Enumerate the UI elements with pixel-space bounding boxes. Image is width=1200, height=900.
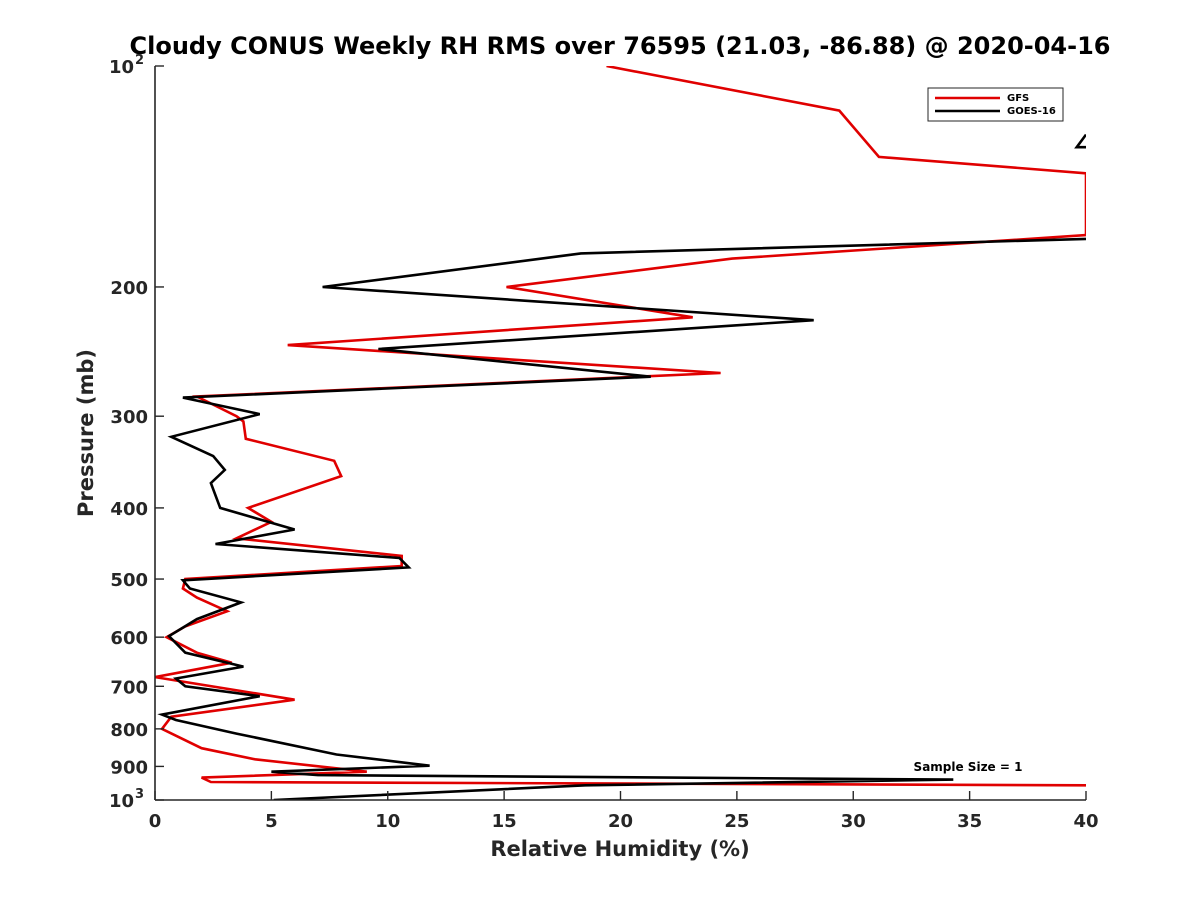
sample-size-annotation: Sample Size = 1	[914, 760, 1023, 774]
series-layer	[155, 66, 1086, 800]
y-tick-label: 500	[110, 570, 148, 591]
legend-label-goes16: GOES-16	[1007, 106, 1056, 117]
x-tick-label: 10	[375, 811, 400, 832]
series-line-goes-16-fragment	[1074, 133, 1086, 149]
chart-title: Cloudy CONUS Weekly RH RMS over 76595 (2…	[130, 32, 1111, 60]
y-tick-label: 200	[110, 278, 148, 299]
y-tick-label: 600	[110, 628, 148, 649]
y-tick-label: 10	[109, 791, 134, 812]
x-tick-label: 0	[149, 811, 162, 832]
plot-background	[155, 66, 1086, 800]
x-tick-label: 25	[724, 811, 749, 832]
y-tick-exponent: 3	[135, 787, 144, 802]
y-tick-label: 900	[110, 757, 148, 778]
y-tick-label: 800	[110, 720, 148, 741]
y-tick-exponent: 2	[135, 53, 144, 68]
y-axis-label: Pressure (mb)	[74, 349, 98, 517]
x-tick-label: 30	[841, 811, 866, 832]
x-ticks: 0 5 10 15 20 25 30 35 40	[149, 791, 1099, 832]
legend-label-gfs: GFS	[1007, 93, 1029, 104]
x-tick-label: 5	[265, 811, 278, 832]
x-tick-label: 15	[492, 811, 517, 832]
series-line-goes-16	[157, 237, 1086, 800]
x-tick-label: 35	[957, 811, 982, 832]
legend: GFS GOES-16	[927, 87, 1064, 122]
y-tick-label: 300	[110, 407, 148, 428]
y-tick-label: 400	[110, 499, 148, 520]
x-tick-label: 20	[608, 811, 633, 832]
y-tick-label: 10	[109, 57, 134, 78]
plot-area	[155, 66, 1086, 800]
x-tick-label: 40	[1073, 811, 1098, 832]
x-axis-label: Relative Humidity (%)	[490, 837, 749, 861]
axes: 0 5 10 15 20 25 30 35 40 10 220030040050060070080…	[109, 53, 1099, 832]
series-line-gfs	[155, 66, 1086, 787]
y-tick-label: 700	[110, 677, 148, 698]
legend-box	[927, 87, 1064, 122]
